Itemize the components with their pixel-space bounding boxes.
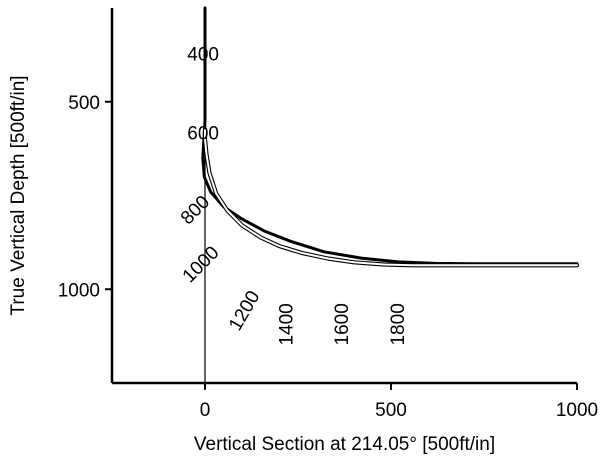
md-label: 1600 bbox=[332, 303, 353, 345]
series-line-1 bbox=[201, 6, 579, 266]
x-tick-label: 500 bbox=[375, 400, 407, 421]
x-tick-label: 0 bbox=[200, 400, 211, 421]
md-label: 600 bbox=[187, 123, 219, 144]
y-tick-label: 1000 bbox=[58, 280, 100, 301]
md-label: 400 bbox=[187, 45, 219, 66]
y-tick-label: 500 bbox=[68, 93, 100, 114]
x-axis-title: Vertical Section at 214.05° [500ft/in] bbox=[194, 434, 495, 455]
md-label: 1800 bbox=[388, 303, 409, 345]
series-line-2-outer bbox=[202, 127, 580, 268]
md-label: 800 bbox=[177, 192, 214, 229]
series bbox=[201, 6, 580, 268]
axes: 0 500 1000 500 1000 bbox=[58, 8, 598, 421]
md-label: 1400 bbox=[276, 303, 297, 345]
y-axis-title: True Vertical Depth [500ft/in] bbox=[8, 75, 29, 315]
md-label: 1000 bbox=[179, 242, 224, 287]
x-tick-label: 1000 bbox=[556, 400, 598, 421]
series-line-2-inner bbox=[204, 128, 578, 267]
md-label: 1200 bbox=[225, 287, 264, 334]
